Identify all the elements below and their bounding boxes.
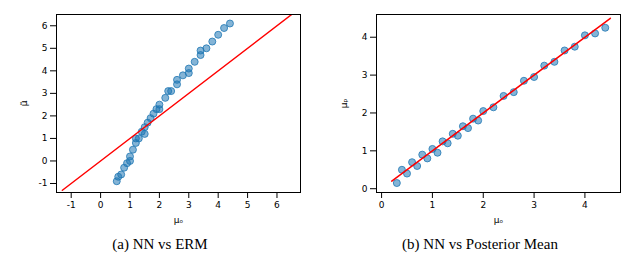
svg-text:0: 0 [379, 200, 385, 210]
svg-text:4: 4 [362, 32, 368, 42]
svg-text:3: 3 [531, 200, 537, 210]
svg-text:-1: -1 [67, 200, 76, 210]
svg-text:6: 6 [274, 200, 280, 210]
svg-text:3: 3 [42, 88, 48, 98]
svg-text:2: 2 [42, 111, 48, 121]
html-text:(a) NN vs ERM: (a) NN vs ERM [112, 236, 208, 252]
svg-text:4: 4 [42, 66, 48, 76]
svg-text:μₚ: μₚ [339, 99, 349, 109]
html-text:(b) NN vs Posterior Mean: (b) NN vs Posterior Mean [402, 236, 558, 252]
svg-text:5: 5 [245, 200, 251, 210]
svg-text:6: 6 [42, 21, 48, 31]
svg-text:3: 3 [186, 200, 192, 210]
svg-text:-1: -1 [39, 178, 48, 188]
svg-text:1: 1 [430, 200, 436, 210]
svg-text:0: 0 [98, 200, 104, 210]
svg-text:4: 4 [582, 200, 588, 210]
svg-text:3: 3 [362, 70, 368, 80]
svg-text:1: 1 [362, 146, 368, 156]
svg-text:0: 0 [42, 156, 48, 166]
svg-text:2: 2 [362, 108, 368, 118]
svg-text:4: 4 [215, 200, 221, 210]
svg-text:0: 0 [362, 184, 368, 194]
svg-text:2: 2 [480, 200, 486, 210]
svg-text:μ̃: μ̃ [19, 100, 29, 106]
svg-text:2: 2 [157, 200, 163, 210]
svg-text:1: 1 [127, 200, 133, 210]
svg-text:1: 1 [42, 133, 48, 143]
svg-text:μₒ: μₒ [494, 215, 504, 225]
svg-text:μₒ: μₒ [174, 215, 184, 225]
svg-text:5: 5 [42, 43, 48, 53]
